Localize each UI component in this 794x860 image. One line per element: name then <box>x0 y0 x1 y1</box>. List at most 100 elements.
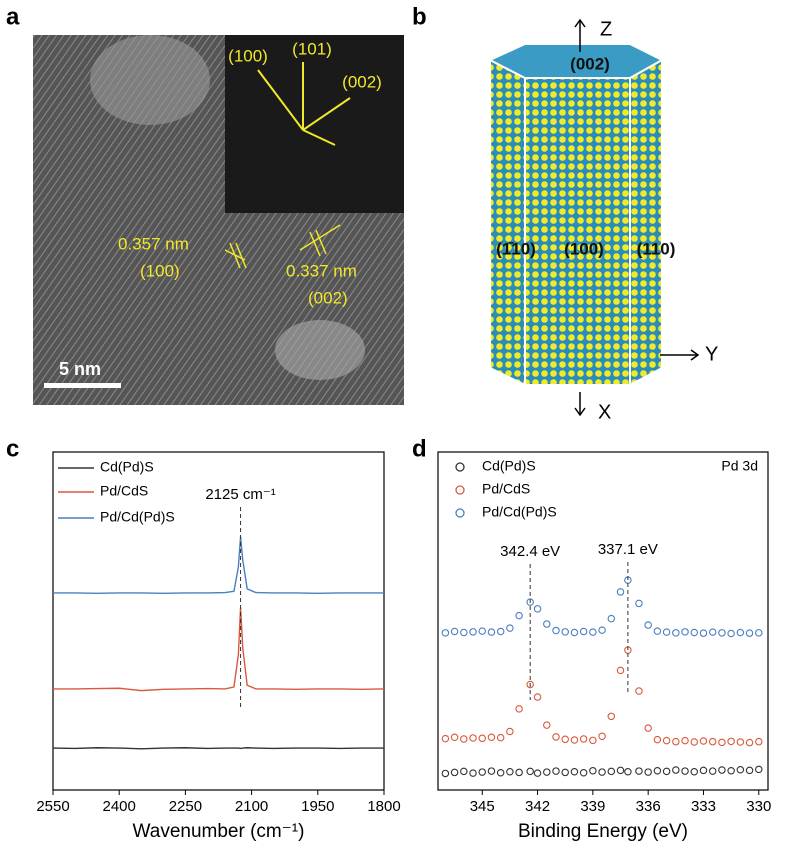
x-axis-label: Wavenumber (cm⁻¹) <box>133 821 305 842</box>
data-point <box>589 628 597 636</box>
data-point <box>579 769 588 777</box>
spectrum-line <box>53 607 385 692</box>
spacing-label: 0.337 nm <box>286 261 357 280</box>
data-point <box>708 767 717 775</box>
data-point <box>496 769 505 777</box>
data-point <box>478 768 486 776</box>
data-point <box>460 735 468 743</box>
data-point <box>653 735 662 744</box>
data-point <box>690 628 699 637</box>
x-tick-label: 330 <box>746 798 771 815</box>
fft-arrows <box>257 62 351 146</box>
data-point <box>672 766 680 774</box>
scale-bar <box>44 383 121 388</box>
x-tick-label: 1800 <box>367 798 400 815</box>
data-point <box>570 628 579 637</box>
data-point <box>526 767 534 776</box>
facet-label: (110) <box>637 239 676 258</box>
data-point <box>561 628 569 636</box>
data-point <box>469 769 477 777</box>
data-point <box>635 687 643 695</box>
data-point <box>644 724 652 732</box>
data-point <box>478 627 486 635</box>
data-point <box>727 766 735 775</box>
data-point <box>699 766 708 775</box>
x-tick-label: 339 <box>580 798 605 815</box>
data-point <box>515 705 523 713</box>
data-point <box>598 768 606 776</box>
data-point <box>506 624 514 632</box>
data-point <box>653 766 662 775</box>
data-point <box>543 768 551 776</box>
x-axis-label: Binding Energy (eV) <box>518 821 688 842</box>
data-point <box>441 629 450 637</box>
data-point <box>533 693 542 701</box>
annotation: 2125 cm⁻¹ <box>205 486 275 503</box>
data-point <box>526 680 534 689</box>
facet-label: (002) <box>570 54 610 73</box>
data-point <box>708 737 717 746</box>
data-point <box>526 598 534 606</box>
data-point <box>708 628 717 636</box>
data-point <box>607 614 616 623</box>
x-tick-label: 342 <box>525 798 550 815</box>
data-point <box>616 588 625 596</box>
fft-label: (002) <box>342 72 382 91</box>
tem-bright-region <box>275 320 365 380</box>
spacing-label: 0.357 nm <box>118 234 189 253</box>
data-point <box>616 666 625 675</box>
data-point <box>736 628 745 637</box>
legend-swatch <box>455 462 465 472</box>
x-tick-label: 345 <box>470 798 495 815</box>
data-point <box>624 767 632 776</box>
data-point <box>552 767 560 775</box>
data-point <box>607 712 616 721</box>
data-point <box>755 629 763 637</box>
data-point <box>460 767 468 776</box>
lattice-markers <box>224 224 341 269</box>
crystal-model <box>487 43 665 387</box>
data-point <box>589 766 597 775</box>
data-point <box>487 733 496 742</box>
data-point <box>699 737 708 745</box>
x-tick-label: 2100 <box>235 798 268 815</box>
data-point <box>755 737 763 746</box>
data-point <box>635 767 643 775</box>
data-point <box>441 734 450 743</box>
legend-label: Pd/CdS <box>482 481 530 497</box>
data-point <box>561 768 569 777</box>
data-point <box>607 767 616 776</box>
data-point <box>745 738 754 747</box>
data-point <box>598 732 606 741</box>
data-point <box>653 627 662 635</box>
data-point <box>727 629 735 638</box>
data-point <box>579 735 588 743</box>
axes-arrows <box>574 18 700 417</box>
data-point <box>662 736 671 745</box>
data-point <box>598 626 606 634</box>
data-point <box>496 733 505 742</box>
x-tick-label: 336 <box>636 798 661 815</box>
data-point <box>561 735 569 744</box>
x-tick-label: 2550 <box>36 798 69 815</box>
data-point <box>487 628 496 636</box>
data-point <box>570 736 579 744</box>
plane-label: (002) <box>308 288 348 307</box>
data-point <box>681 736 689 745</box>
data-point <box>441 769 450 778</box>
data-point <box>745 766 754 775</box>
data-point <box>450 627 459 636</box>
data-point <box>672 629 680 637</box>
corner-label: Pd 3d <box>721 458 758 474</box>
data-point <box>745 629 754 637</box>
annotation: 342.4 eV <box>500 543 560 560</box>
panel-letter: c <box>6 435 19 462</box>
data-point <box>515 768 523 777</box>
scale-bar-label: 5 nm <box>59 359 101 379</box>
data-point <box>496 627 505 636</box>
fft-label: (100) <box>228 46 268 65</box>
panel-letter: b <box>412 3 427 30</box>
axis-name: X <box>598 401 611 423</box>
legend-label: Pd/Cd(Pd)S <box>100 509 175 525</box>
data-point <box>589 736 597 745</box>
